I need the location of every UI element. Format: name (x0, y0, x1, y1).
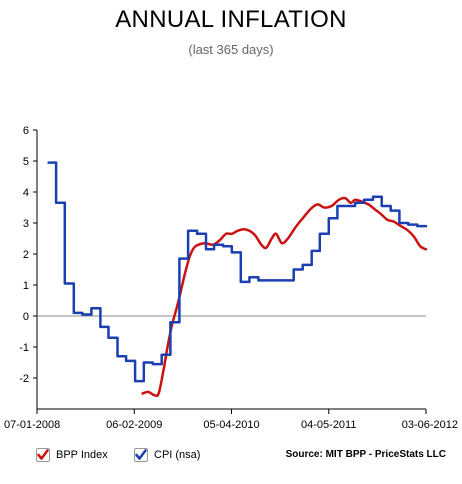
chart-title: ANNUAL INFLATION (115, 6, 347, 33)
source-credit: Source: MIT BPP - PriceStats LLC (285, 449, 446, 460)
legend-label-bpp: BPP Index (56, 449, 108, 461)
chart-legend: BPP Index CPI (nsa) Source: MIT BPP - Pr… (36, 448, 446, 468)
series-line-bpp (141, 196, 428, 398)
checkmark-icon (135, 449, 147, 460)
x-tick-label: 07-01-2008 (4, 419, 60, 431)
chart-subtitle: (last 365 days) (188, 42, 274, 57)
legend-item-cpi[interactable]: CPI (nsa) (134, 448, 200, 462)
x-tick-label: 04-05-2011 (301, 419, 356, 431)
series-line-cpi (47, 161, 428, 383)
y-tick-label: 1 (23, 280, 29, 292)
y-tick-label: -2 (19, 373, 29, 385)
legend-label-cpi: CPI (nsa) (154, 449, 201, 461)
y-tick-label: 6 (23, 125, 29, 137)
legend-checkbox-bpp[interactable] (36, 448, 50, 462)
chart-axes: -2 -1 0 1 2 3 4 5 6 07-01-2008 06-02-2009 05-04-201… (4, 125, 458, 431)
y-tick-label: -1 (19, 342, 29, 354)
y-tick-label: 0 (23, 311, 29, 323)
checkmark-icon (37, 449, 49, 460)
y-tick-label: 3 (23, 218, 29, 230)
y-tick-label: 2 (23, 249, 29, 261)
chart-series (47, 161, 428, 398)
x-tick-label: 06-02-2009 (106, 419, 162, 431)
line-chart: -2 -1 0 1 2 3 4 5 6 07-01-2008 06-02-2009 05-04-201… (4, 125, 458, 431)
legend-checkbox-cpi[interactable] (134, 448, 148, 462)
x-tick-label: 05-04-2010 (203, 419, 259, 431)
y-tick-label: 5 (23, 156, 29, 168)
legend-item-bpp[interactable]: BPP Index (36, 448, 108, 462)
x-tick-label: 03-06-2012 (402, 419, 458, 431)
y-tick-label: 4 (23, 187, 29, 199)
